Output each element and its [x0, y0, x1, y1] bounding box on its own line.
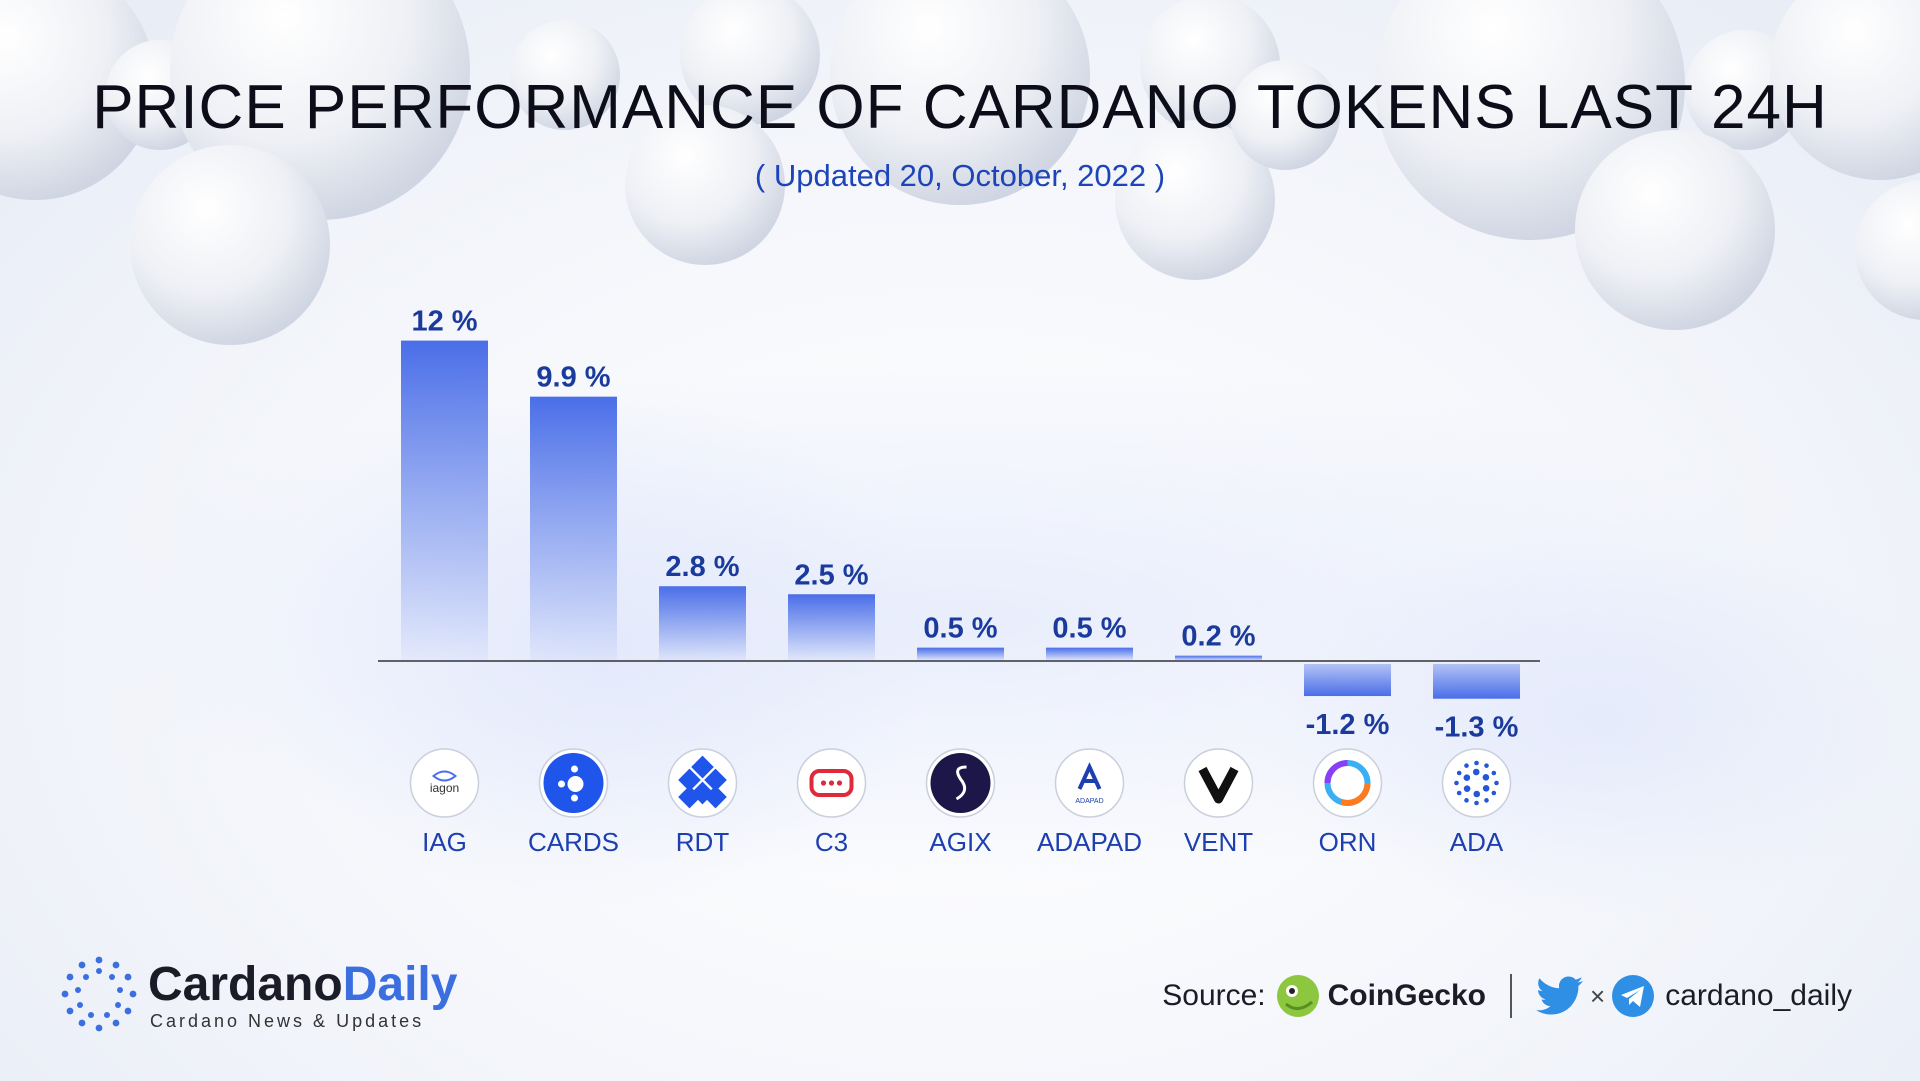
bar-value-label: 0.5 % — [1052, 613, 1126, 645]
iagon-logo-text: iagon — [430, 781, 459, 795]
bar-rdt — [659, 586, 746, 661]
category-label: CARDS — [528, 827, 619, 857]
bar-value-label: 0.5 % — [923, 613, 997, 645]
brand-name-part1: Cardano — [148, 958, 343, 1011]
bar-adapad — [1046, 647, 1133, 661]
chart-title: PRICE PERFORMANCE OF CARDANO TOKENS LAST… — [92, 73, 1828, 142]
telegram-icon[interactable] — [1611, 974, 1655, 1018]
bar-cards — [530, 396, 617, 661]
bar-value-label: -1.2 % — [1306, 709, 1390, 741]
bar-value-label: -1.3 % — [1435, 712, 1519, 744]
category-label: C3 — [815, 827, 848, 857]
category-label: ORN — [1319, 827, 1377, 857]
bar-value-label: 9.9 % — [536, 362, 610, 394]
ada-logo-icon — [1441, 748, 1512, 818]
chart-subtitle: ( Updated 20, October, 2022 ) — [754, 158, 1166, 193]
category-label: ADAPAD — [1037, 827, 1142, 857]
coingecko-icon — [1276, 975, 1319, 1017]
brand-name: CardanoDaily — [148, 957, 457, 1012]
source-credits: Source: CoinGecko × cardano_daily — [1162, 970, 1852, 1022]
category-label: AGIX — [929, 827, 991, 857]
bar-agix — [917, 647, 1004, 661]
bar-value-label: 2.5 % — [794, 559, 868, 591]
vent-logo-icon — [1183, 748, 1254, 818]
rdt-logo-icon — [667, 748, 738, 818]
brand-name-part2: Daily — [342, 958, 458, 1011]
source-name: CoinGecko — [1327, 979, 1487, 1012]
cardano-daily-logo-icon — [61, 956, 137, 1032]
category-label: IAG — [422, 827, 467, 857]
adapad-logo-text: ADAPAD — [1075, 798, 1103, 805]
bar-vent — [1175, 655, 1262, 661]
times-sign: × — [1590, 980, 1606, 1011]
bar-value-label: 0.2 % — [1181, 621, 1255, 653]
orn-logo-icon — [1312, 748, 1383, 818]
bar-ada — [1433, 664, 1520, 699]
agix-logo-icon — [925, 748, 996, 818]
bar-value-label: 2.8 % — [665, 551, 739, 583]
bar-iag — [401, 340, 488, 661]
bar-value-label: 12 % — [411, 306, 477, 338]
category-label: ADA — [1450, 827, 1504, 857]
social-handle: cardano_daily — [1665, 979, 1852, 1012]
iagon-logo-icon: iagon — [409, 748, 480, 818]
category-label: RDT — [676, 827, 730, 857]
c3-logo-icon — [796, 748, 867, 818]
brand-tagline: Cardano News & Updates — [150, 1011, 425, 1031]
cards-logo-icon — [538, 748, 609, 818]
footer-divider — [1510, 974, 1513, 1018]
source-label: Source: — [1162, 979, 1266, 1012]
twitter-icon[interactable] — [1536, 976, 1584, 1016]
adapad-logo-icon: ADAPAD — [1054, 748, 1125, 818]
category-label: VENT — [1184, 827, 1253, 857]
bar-orn — [1304, 664, 1391, 697]
bar-c3 — [788, 594, 875, 661]
